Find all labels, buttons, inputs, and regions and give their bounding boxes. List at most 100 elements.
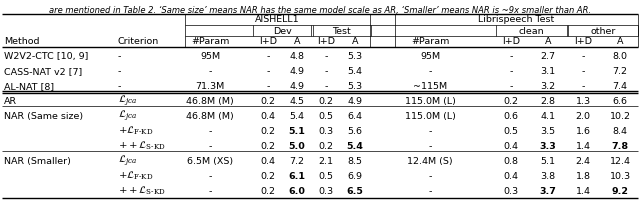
Text: -: - bbox=[118, 66, 122, 75]
Text: -: - bbox=[581, 52, 585, 60]
Text: 95M: 95M bbox=[420, 52, 440, 60]
Text: I+D: I+D bbox=[317, 37, 335, 46]
Text: -: - bbox=[118, 81, 122, 90]
Text: 115.0M (L): 115.0M (L) bbox=[404, 96, 456, 105]
Text: 0.3: 0.3 bbox=[319, 126, 333, 135]
Text: $+\mathcal{L}_{\rm F\text{-}KD}$: $+\mathcal{L}_{\rm F\text{-}KD}$ bbox=[118, 169, 154, 182]
Text: 0.4: 0.4 bbox=[260, 111, 275, 120]
Text: $\mathcal{L}_{jca}$: $\mathcal{L}_{jca}$ bbox=[118, 93, 137, 108]
Text: NAR (Same size): NAR (Same size) bbox=[4, 111, 83, 120]
Text: 4.9: 4.9 bbox=[348, 96, 362, 105]
Text: I+D: I+D bbox=[259, 37, 277, 46]
Text: Test: Test bbox=[332, 26, 350, 35]
Text: 6.4: 6.4 bbox=[348, 111, 362, 120]
Text: $++\mathcal{L}_{\rm S\text{-}KD}$: $++\mathcal{L}_{\rm S\text{-}KD}$ bbox=[118, 139, 166, 152]
Text: 6.5: 6.5 bbox=[347, 186, 364, 195]
Text: -: - bbox=[208, 171, 212, 180]
Text: 5.3: 5.3 bbox=[348, 52, 363, 60]
Text: 0.2: 0.2 bbox=[319, 96, 333, 105]
Text: 0.4: 0.4 bbox=[504, 141, 518, 150]
Text: A: A bbox=[294, 37, 300, 46]
Text: 3.1: 3.1 bbox=[540, 66, 556, 75]
Text: 0.5: 0.5 bbox=[319, 171, 333, 180]
Text: 71.3M: 71.3M bbox=[195, 81, 225, 90]
Text: $\mathcal{L}_{jca}$: $\mathcal{L}_{jca}$ bbox=[118, 153, 137, 168]
Text: $++\mathcal{L}_{\rm S\text{-}KD}$: $++\mathcal{L}_{\rm S\text{-}KD}$ bbox=[118, 184, 166, 197]
Text: 6.1: 6.1 bbox=[289, 171, 305, 180]
Text: 95M: 95M bbox=[200, 52, 220, 60]
Text: -: - bbox=[509, 66, 513, 75]
Text: -: - bbox=[581, 66, 585, 75]
Text: -: - bbox=[324, 81, 328, 90]
Text: 1.4: 1.4 bbox=[575, 141, 591, 150]
Text: 0.8: 0.8 bbox=[504, 156, 518, 165]
Text: 46.8M (M): 46.8M (M) bbox=[186, 96, 234, 105]
Text: -: - bbox=[428, 126, 432, 135]
Text: 0.4: 0.4 bbox=[504, 171, 518, 180]
Text: 5.1: 5.1 bbox=[541, 156, 556, 165]
Text: Dev: Dev bbox=[274, 26, 292, 35]
Text: #Param: #Param bbox=[411, 37, 449, 46]
Text: 5.4: 5.4 bbox=[347, 141, 364, 150]
Text: I+D: I+D bbox=[574, 37, 592, 46]
Text: 1.8: 1.8 bbox=[575, 171, 591, 180]
Text: other: other bbox=[590, 26, 616, 35]
Text: 2.0: 2.0 bbox=[575, 111, 591, 120]
Text: 5.0: 5.0 bbox=[289, 141, 305, 150]
Text: 3.7: 3.7 bbox=[540, 186, 556, 195]
Text: 0.2: 0.2 bbox=[319, 141, 333, 150]
Text: 0.2: 0.2 bbox=[260, 186, 275, 195]
Text: A: A bbox=[617, 37, 623, 46]
Text: 0.5: 0.5 bbox=[319, 111, 333, 120]
Text: 46.8M (M): 46.8M (M) bbox=[186, 111, 234, 120]
Text: 8.4: 8.4 bbox=[612, 126, 627, 135]
Text: 0.3: 0.3 bbox=[504, 186, 518, 195]
Text: 0.5: 0.5 bbox=[504, 126, 518, 135]
Text: clean: clean bbox=[518, 26, 544, 35]
Text: -: - bbox=[266, 66, 269, 75]
Text: 7.8: 7.8 bbox=[611, 141, 628, 150]
Text: 8.5: 8.5 bbox=[348, 156, 362, 165]
Text: A: A bbox=[545, 37, 551, 46]
Text: 6.9: 6.9 bbox=[348, 171, 362, 180]
Text: -: - bbox=[509, 81, 513, 90]
Text: 5.6: 5.6 bbox=[348, 126, 362, 135]
Text: 0.2: 0.2 bbox=[260, 96, 275, 105]
Text: 5.1: 5.1 bbox=[289, 126, 305, 135]
Text: 7.2: 7.2 bbox=[612, 66, 627, 75]
Text: 1.4: 1.4 bbox=[575, 186, 591, 195]
Text: NAR (Smaller): NAR (Smaller) bbox=[4, 156, 71, 165]
Text: 7.4: 7.4 bbox=[612, 81, 627, 90]
Text: AR: AR bbox=[4, 96, 17, 105]
Text: -: - bbox=[208, 66, 212, 75]
Text: Criterion: Criterion bbox=[118, 37, 159, 46]
Text: 5.3: 5.3 bbox=[348, 81, 363, 90]
Text: I+D: I+D bbox=[502, 37, 520, 46]
Text: -: - bbox=[208, 141, 212, 150]
Text: -: - bbox=[208, 186, 212, 195]
Text: -: - bbox=[266, 81, 269, 90]
Text: -: - bbox=[324, 66, 328, 75]
Text: 3.2: 3.2 bbox=[540, 81, 556, 90]
Text: 1.3: 1.3 bbox=[575, 96, 591, 105]
Text: $+\mathcal{L}_{\rm F\text{-}KD}$: $+\mathcal{L}_{\rm F\text{-}KD}$ bbox=[118, 124, 154, 137]
Text: 3.5: 3.5 bbox=[540, 126, 556, 135]
Text: 12.4: 12.4 bbox=[609, 156, 630, 165]
Text: W2V2-CTC [10, 9]: W2V2-CTC [10, 9] bbox=[4, 52, 88, 60]
Text: 2.4: 2.4 bbox=[575, 156, 591, 165]
Text: -: - bbox=[428, 186, 432, 195]
Text: 5.4: 5.4 bbox=[289, 111, 305, 120]
Text: are mentioned in Table 2. ‘Same size’ means NAR has the same model scale as AR, : are mentioned in Table 2. ‘Same size’ me… bbox=[49, 6, 591, 15]
Text: 3.8: 3.8 bbox=[540, 171, 556, 180]
Text: 3.3: 3.3 bbox=[540, 141, 556, 150]
Text: $\mathcal{L}_{jca}$: $\mathcal{L}_{jca}$ bbox=[118, 108, 137, 123]
Text: 0.2: 0.2 bbox=[260, 141, 275, 150]
Text: 7.2: 7.2 bbox=[289, 156, 305, 165]
Text: 4.1: 4.1 bbox=[541, 111, 556, 120]
Text: 6.6: 6.6 bbox=[612, 96, 627, 105]
Text: AISHELL1: AISHELL1 bbox=[255, 15, 300, 24]
Text: 8.0: 8.0 bbox=[612, 52, 627, 60]
Text: Method: Method bbox=[4, 37, 40, 46]
Text: 4.8: 4.8 bbox=[289, 52, 305, 60]
Text: -: - bbox=[509, 52, 513, 60]
